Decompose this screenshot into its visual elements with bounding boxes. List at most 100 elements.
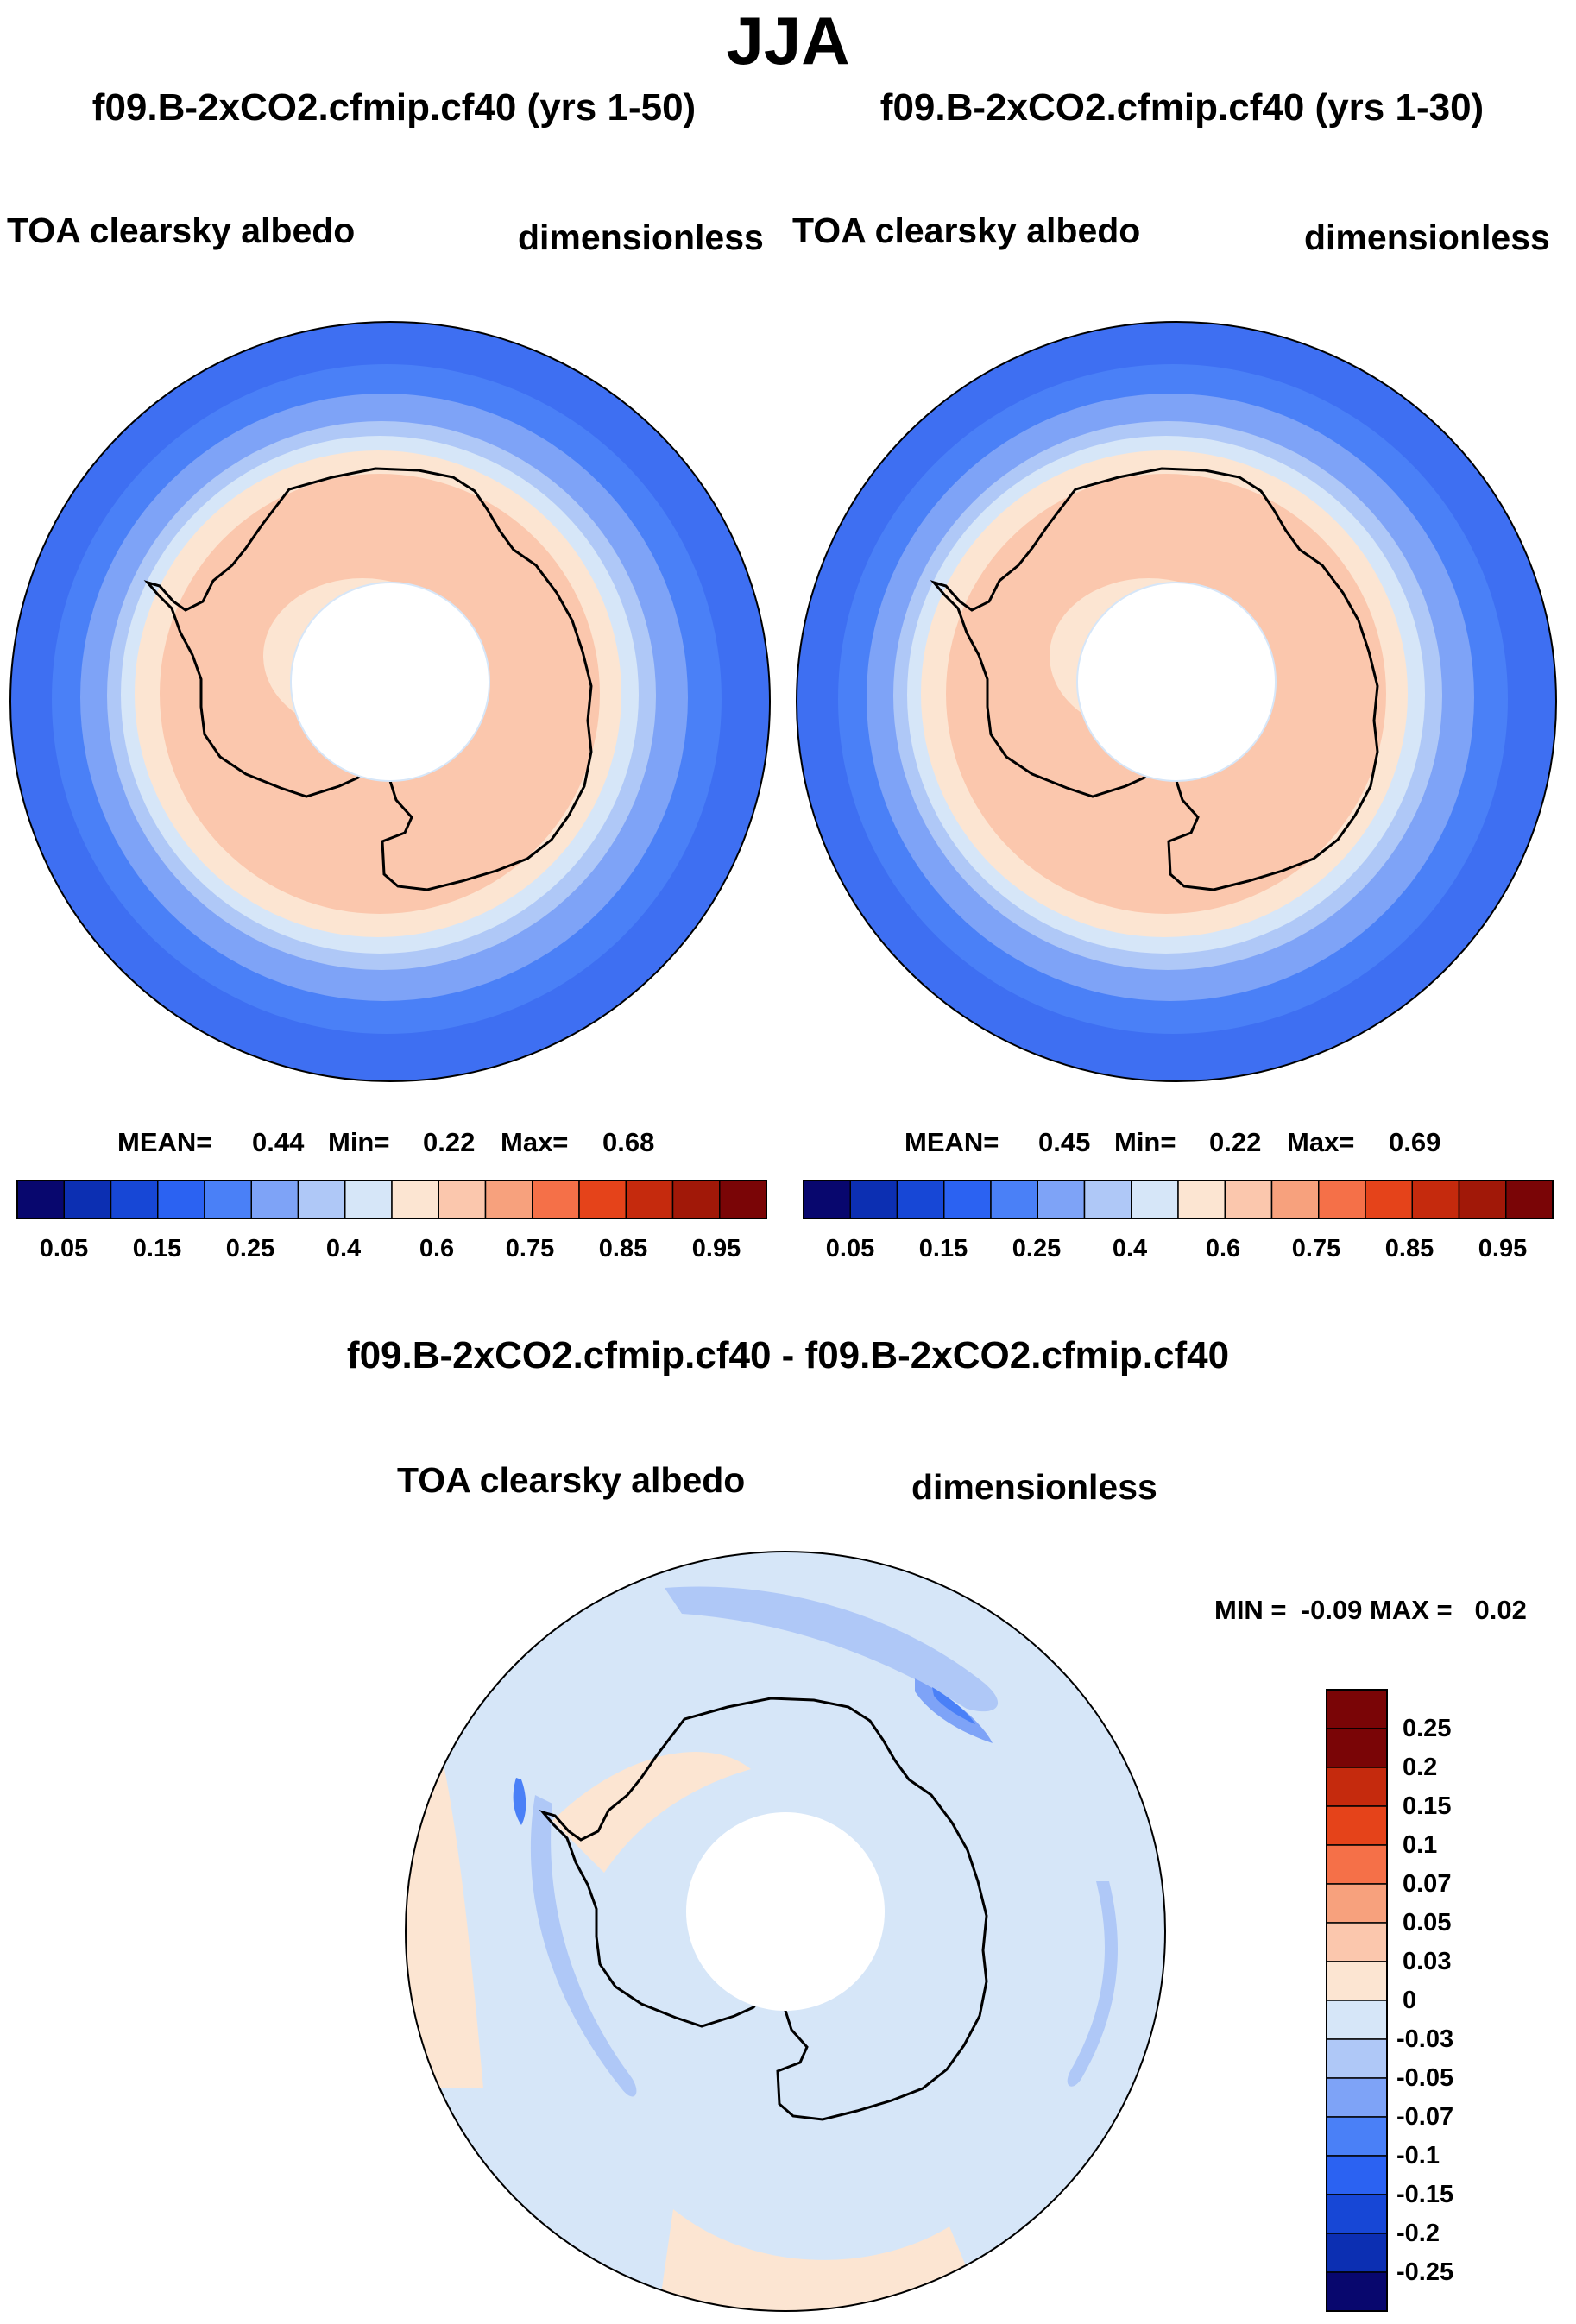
colorbar-2-swatch	[943, 1180, 992, 1219]
colorbar-diff-tick: -0.05	[1396, 2064, 1454, 2092]
colorbar-diff-swatch	[1326, 2038, 1388, 2079]
colorbar-1-swatch	[250, 1180, 299, 1219]
difference-min-max: MIN = -0.09 MAX = 0.02	[1214, 1595, 1527, 1625]
panel-1-units-label: dimensionless	[518, 217, 764, 257]
colorbar-1-swatch	[16, 1180, 65, 1219]
panel-2-max-label: Max=	[1287, 1127, 1355, 1157]
colorbar-1-swatch	[204, 1180, 252, 1219]
difference-units-label: dimensionless	[911, 1467, 1157, 1507]
colorbar-diff-swatch	[1326, 2271, 1388, 2312]
panel-1-max-value: 0.68	[602, 1127, 655, 1157]
colorbar-diff-swatch	[1326, 1961, 1388, 2001]
colorbar-diff-tick: -0.03	[1396, 2025, 1454, 2053]
colorbar-2-swatch	[1037, 1180, 1086, 1219]
colorbar-diff-tick: 0	[1403, 1987, 1417, 2014]
colorbar-diff-swatch	[1326, 1844, 1388, 1885]
colorbar-diff-tick: -0.15	[1396, 2181, 1454, 2208]
panel-1-run-title: f09.B-2xCO2.cfmip.cf40 (yrs 1-50)	[91, 86, 697, 129]
colorbar-1-swatch	[344, 1180, 393, 1219]
colorbar-1-swatch	[671, 1180, 721, 1219]
colorbar-diff-swatch	[1326, 1805, 1388, 1846]
panel-1-mean-label: MEAN=	[117, 1127, 212, 1157]
panel-1-max-label: Max=	[501, 1127, 569, 1157]
colorbar-diff-tick: 0.15	[1403, 1792, 1452, 1820]
colorbar-diff-tick: 0.05	[1403, 1909, 1452, 1937]
colorbar-diff-tick: 0.07	[1403, 1870, 1452, 1898]
colorbar-2-tick: 0.4	[1112, 1235, 1148, 1263]
panel-1-variable-label: TOA clearsky albedo	[7, 211, 356, 250]
colorbar-1-swatch	[719, 1180, 767, 1219]
panel-2-variable-label: TOA clearsky albedo	[792, 211, 1141, 250]
colorbar-2-tick: 0.75	[1291, 1235, 1341, 1263]
colorbar-panel-2	[803, 1180, 1554, 1219]
colorbar-1-tick: 0.15	[132, 1235, 182, 1263]
figure-title: JJA	[726, 3, 850, 79]
colorbar-diff-swatch	[1326, 1767, 1388, 1807]
colorbar-2-swatch	[1365, 1180, 1413, 1219]
colorbar-diff-swatch	[1326, 2155, 1388, 2195]
colorbar-2-swatch	[849, 1180, 898, 1219]
colorbar-2-swatch	[1505, 1180, 1554, 1219]
colorbar-2-tick: 0.6	[1205, 1235, 1241, 1263]
panel-2-min-label: Min=	[1114, 1127, 1176, 1157]
colorbar-2-swatch	[1318, 1180, 1366, 1219]
colorbar-1-tick: 0.25	[225, 1235, 275, 1263]
colorbar-diff-swatch	[1326, 2233, 1388, 2273]
colorbar-2-swatch	[896, 1180, 945, 1219]
colorbar-2-swatch	[1177, 1180, 1226, 1219]
colorbar-diff-tick: -0.25	[1396, 2258, 1454, 2286]
colorbar-diff-swatch	[1326, 1922, 1388, 1962]
colorbar-diff-swatch	[1326, 1689, 1388, 1729]
difference-variable-label: TOA clearsky albedo	[397, 1460, 746, 1500]
panel-2-mean-value: 0.45	[1038, 1127, 1091, 1157]
colorbar-2-swatch	[1411, 1180, 1460, 1219]
colorbar-diff-tick: 0.2	[1403, 1754, 1438, 1781]
colorbar-1-swatch	[157, 1180, 205, 1219]
panel-2-units-label: dimensionless	[1304, 217, 1550, 257]
colorbar-2-swatch	[1458, 1180, 1507, 1219]
colorbar-diff-tick: -0.1	[1396, 2142, 1440, 2170]
colorbar-1-tick: 0.85	[598, 1235, 648, 1263]
colorbar-1-tick: 0.75	[505, 1235, 555, 1263]
colorbar-diff-tick: -0.07	[1396, 2103, 1454, 2131]
difference-title: f09.B-2xCO2.cfmip.cf40 - f09.B-2xCO2.cfm…	[346, 1334, 1230, 1376]
panel-2-mean-label: MEAN=	[905, 1127, 999, 1157]
panel-2-max-value: 0.69	[1389, 1127, 1441, 1157]
colorbar-2-swatch	[1083, 1180, 1132, 1219]
colorbar-difference	[1326, 1689, 1388, 2312]
panel-1-min-value: 0.22	[423, 1127, 476, 1157]
colorbar-1-swatch	[110, 1180, 159, 1219]
colorbar-2-tick: 0.95	[1478, 1235, 1528, 1263]
map-difference	[405, 1551, 1166, 2312]
colorbar-1-swatch	[532, 1180, 580, 1219]
colorbar-1-swatch	[438, 1180, 487, 1219]
colorbar-1-swatch	[625, 1180, 674, 1219]
colorbar-diff-tick: 0.25	[1403, 1715, 1452, 1742]
colorbar-1-tick: 0.05	[39, 1235, 89, 1263]
panel-2-min-value: 0.22	[1209, 1127, 1262, 1157]
colorbar-1-swatch	[484, 1180, 533, 1219]
colorbar-2-swatch	[1131, 1180, 1179, 1219]
colorbar-diff-swatch	[1326, 2116, 1388, 2157]
colorbar-diff-swatch	[1326, 2000, 1388, 2040]
colorbar-diff-tick: -0.2	[1396, 2220, 1440, 2247]
colorbar-1-tick: 0.6	[419, 1235, 455, 1263]
colorbar-1-tick: 0.95	[691, 1235, 741, 1263]
colorbar-1-swatch	[391, 1180, 439, 1219]
panel-1-min-label: Min=	[328, 1127, 390, 1157]
colorbar-2-tick: 0.05	[825, 1235, 875, 1263]
colorbar-2-tick: 0.85	[1384, 1235, 1434, 1263]
panel-2-run-title: f09.B-2xCO2.cfmip.cf40 (yrs 1-30)	[879, 86, 1485, 129]
colorbar-1-tick: 0.4	[325, 1235, 362, 1263]
colorbar-diff-tick: 0.03	[1403, 1948, 1452, 1975]
map-panel-2	[796, 321, 1557, 1082]
colorbar-2-swatch	[1224, 1180, 1273, 1219]
colorbar-2-swatch	[803, 1180, 851, 1219]
colorbar-2-swatch	[1270, 1180, 1320, 1219]
colorbar-2-tick: 0.15	[918, 1235, 968, 1263]
colorbar-panel-1	[16, 1180, 767, 1219]
colorbar-2-tick: 0.25	[1012, 1235, 1062, 1263]
colorbar-2-swatch	[990, 1180, 1038, 1219]
colorbar-1-swatch	[297, 1180, 346, 1219]
